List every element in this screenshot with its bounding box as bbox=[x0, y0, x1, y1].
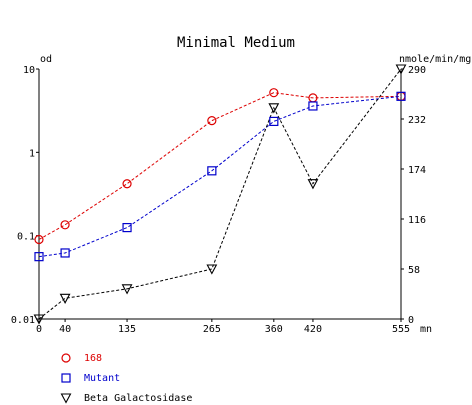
data-point-beta-galactosidase bbox=[307, 179, 319, 190]
data-point-mutant bbox=[396, 91, 406, 101]
data-point-168 bbox=[34, 234, 44, 245]
x-tick-label: 420 bbox=[304, 324, 322, 335]
right-tick-label: 58 bbox=[408, 265, 420, 276]
series-line-beta-galactosidase bbox=[38, 68, 402, 320]
ticks-group: 10 1 0.1 0.01 290 232 174 116 58 0 0 40 135 265 360 420… bbox=[11, 65, 426, 335]
x-axis-label: mn bbox=[420, 324, 432, 335]
data-point-mutant bbox=[34, 252, 44, 262]
series-line-168 bbox=[38, 92, 402, 240]
right-tick-label: 174 bbox=[408, 165, 426, 176]
legend-marker-beta-galactosidase bbox=[60, 393, 72, 404]
right-tick-label: 290 bbox=[408, 65, 426, 76]
x-tick-label: 555 bbox=[392, 324, 410, 335]
legend-label: 168 bbox=[84, 353, 102, 364]
data-point-mutant bbox=[60, 248, 70, 258]
left-tick-label: 0.01 bbox=[11, 315, 35, 326]
data-point-mutant bbox=[269, 116, 279, 127]
data-point-beta-galactosidase bbox=[33, 314, 45, 325]
data-point-168 bbox=[207, 116, 217, 126]
data-point-beta-galactosidase bbox=[206, 264, 218, 275]
left-tick-label: 10 bbox=[23, 65, 35, 76]
right-tick-label: 116 bbox=[408, 215, 426, 226]
right-tick-label: 0 bbox=[408, 315, 414, 326]
data-point-mutant bbox=[207, 166, 217, 176]
data-point-beta-galactosidase bbox=[121, 284, 133, 295]
data-point-168 bbox=[60, 220, 70, 230]
right-tick-label: 232 bbox=[408, 115, 426, 126]
left-tick-label: 0.1 bbox=[17, 232, 35, 243]
x-tick-label: 135 bbox=[118, 324, 136, 335]
data-point-168 bbox=[269, 88, 279, 98]
legend-label: Mutant bbox=[84, 373, 120, 384]
legend-marker-168 bbox=[61, 353, 71, 363]
chart-title: Minimal Medium bbox=[177, 35, 295, 51]
series-lines-group bbox=[38, 68, 402, 320]
data-point-beta-galactosidase bbox=[59, 293, 71, 304]
data-point-168 bbox=[122, 179, 132, 189]
data-point-mutant bbox=[122, 222, 132, 233]
x-tick-label: 265 bbox=[203, 324, 221, 335]
right-axis-label: nmole/min/mg bbox=[399, 54, 471, 65]
data-point-mutant bbox=[308, 101, 318, 111]
legend-marker-mutant bbox=[61, 373, 71, 383]
left-tick-label: 1 bbox=[29, 148, 35, 159]
legend: 168 Mutant Beta Galactosidase bbox=[60, 353, 192, 404]
data-point-beta-galactosidase bbox=[268, 103, 280, 114]
x-tick-label: 0 bbox=[36, 324, 42, 335]
legend-label: Beta Galactosidase bbox=[84, 393, 192, 404]
series-line-mutant bbox=[38, 95, 402, 258]
left-axis-label: od bbox=[40, 54, 52, 65]
x-tick-label: 360 bbox=[265, 324, 283, 335]
markers-group bbox=[33, 64, 407, 325]
data-point-beta-galactosidase bbox=[395, 64, 407, 75]
x-tick-label: 40 bbox=[59, 324, 71, 335]
